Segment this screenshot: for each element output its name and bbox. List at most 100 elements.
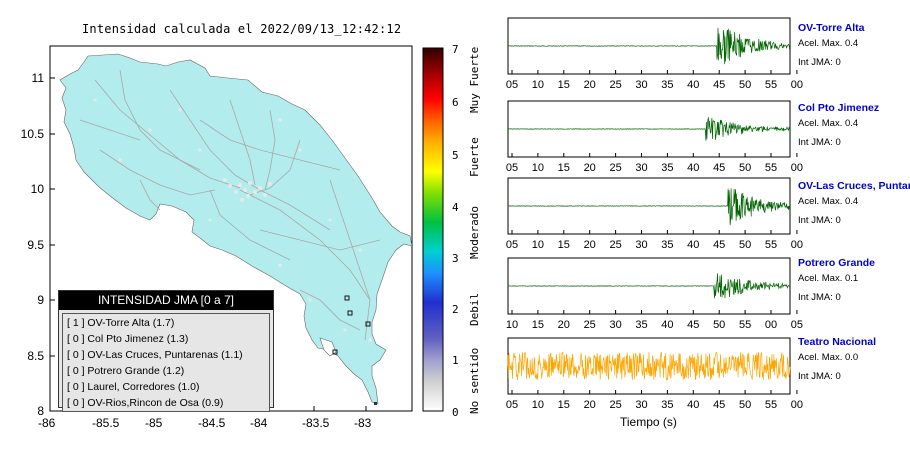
- trace-tick-label: 55: [765, 162, 777, 174]
- station-panel: Potrero Grande Acel. Max. 0.1 Int JMA: 0: [798, 257, 875, 307]
- trace-tick-label: 35: [661, 79, 673, 91]
- trace-tick-label: 30: [609, 319, 621, 331]
- trace-tick-label: 10: [532, 162, 544, 174]
- trace-tick-label: 30: [635, 239, 647, 251]
- legend-item: [ 0 ] Col Pto Jimenez (1.3): [67, 333, 189, 345]
- trace-tick-label: 00: [791, 79, 803, 91]
- trace-tick-label: 50: [739, 79, 751, 91]
- trace-tick-label: 40: [661, 319, 673, 331]
- map-x-tick-label: -85: [145, 416, 163, 430]
- trace-tick-label: 35: [661, 239, 673, 251]
- time-axis-label: Tiempo (s): [620, 415, 677, 429]
- colorbar-number: 5: [452, 149, 459, 162]
- legend-title: INTENSIDAD JMA [0 a 7]: [59, 291, 273, 310]
- trace-tick-label: 45: [713, 79, 725, 91]
- trace-tick-label: 35: [661, 162, 673, 174]
- trace-tick-label: 15: [532, 319, 544, 331]
- trace-tick-label: 55: [765, 399, 777, 411]
- trace-tick-label: 50: [739, 239, 751, 251]
- colorbar-label-fuerte: Fuerte: [468, 137, 481, 177]
- seismogram-trace: [507, 351, 791, 381]
- colorbar-number: 2: [452, 303, 459, 316]
- trace-tick-label: 30: [635, 399, 647, 411]
- legend-item: [ 1 ] OV-Torre Alta (1.7): [67, 317, 175, 329]
- trace-tick-label: 20: [584, 239, 596, 251]
- station-name: Col Pto Jimenez: [798, 102, 880, 114]
- station-acel: Acel. Max. 0.0: [798, 352, 859, 363]
- map-x-tick-label: -84.5: [198, 416, 226, 430]
- trace-tick-label: 10: [532, 399, 544, 411]
- station-name: Potrero Grande: [798, 257, 876, 269]
- map-y-tick-label: 11: [31, 71, 44, 85]
- map-x-tick-label: -83: [354, 416, 372, 430]
- trace-tick-label: 00: [791, 162, 803, 174]
- trace-tick-label: 20: [584, 162, 596, 174]
- map-y-tick-label: 9.5: [27, 238, 44, 252]
- colorbar-number: 7: [452, 43, 459, 56]
- map-x-tick-label: -85.5: [92, 416, 120, 430]
- seismogram-trace: [507, 188, 791, 226]
- station-panel: OV-Las Cruces, Puntar Acel. Max. 0.4 Int…: [798, 180, 910, 230]
- station-name: OV-Torre Alta: [798, 22, 865, 34]
- station-panel: OV-Torre Alta Acel. Max. 0.4 Int JMA: 0: [798, 22, 865, 72]
- trace-tick-label: 10: [532, 239, 544, 251]
- trace-tick-label: 05: [506, 162, 518, 174]
- colorbar-number: 3: [452, 252, 459, 265]
- legend-item: [ 0 ] Potrero Grande (1.2): [67, 365, 185, 377]
- colorbar-number: 1: [452, 354, 459, 367]
- intensity-legend: INTENSIDAD JMA [0 a 7] [ 1 ] OV-Torre Al…: [58, 290, 274, 412]
- map-y-tick-label: 9: [37, 293, 44, 307]
- trace-tick-label: 25: [609, 399, 621, 411]
- trace-tick-label: 15: [558, 162, 570, 174]
- map-x-tick-label: -86: [38, 416, 56, 430]
- map-x-tick-label: -84: [250, 416, 268, 430]
- trace-tick-label: 10: [506, 319, 518, 331]
- trace-tick-label: 10: [532, 79, 544, 91]
- colorbar-number: 6: [452, 96, 459, 109]
- map-x-tick-label: -83.5: [302, 416, 330, 430]
- station-acel: Acel. Max. 0.1: [798, 273, 859, 284]
- costa-rica-land: [59, 53, 412, 405]
- trace-tick-label: 45: [687, 319, 699, 331]
- colorbar-label-moderado: Moderado: [468, 206, 481, 259]
- trace-tick-label: 00: [791, 239, 803, 251]
- station-acel: Acel. Max. 0.4: [798, 118, 859, 129]
- trace-tick-label: 40: [687, 239, 699, 251]
- trace-tick-label: 40: [687, 399, 699, 411]
- trace-tick-label: 00: [765, 319, 777, 331]
- station-int: Int JMA: 0: [798, 292, 841, 303]
- colorbar-number: 0: [452, 406, 459, 419]
- trace-tick-label: 05: [506, 239, 518, 251]
- intensity-colorbar: [422, 47, 444, 412]
- station-int: Int JMA: 0: [798, 57, 841, 68]
- map-y-tick-label: 10: [30, 182, 44, 196]
- trace-tick-label: 45: [713, 399, 725, 411]
- colorbar-number: 4: [452, 201, 459, 214]
- seismogram-trace: [508, 27, 791, 65]
- map-title: Intensidad calculada el 2022/09/13_12:42…: [82, 22, 402, 36]
- map-y-tick-label: 10.5: [20, 127, 44, 141]
- station-panel: Teatro Nacional Acel. Max. 0.0 Int JMA: …: [798, 336, 876, 386]
- trace-tick-label: 20: [558, 319, 570, 331]
- station-acel: Acel. Max. 0.4: [798, 196, 859, 207]
- station-int: Int JMA: 0: [798, 371, 841, 382]
- trace-tick-label: 15: [558, 79, 570, 91]
- trace-tick-label: 25: [609, 79, 621, 91]
- station-name: OV-Las Cruces, Puntar: [798, 180, 910, 192]
- trace-tick-label: 45: [713, 239, 725, 251]
- trace-tick-label: 15: [558, 399, 570, 411]
- trace-tick-label: 40: [687, 79, 699, 91]
- map-y-tick-label: 8.5: [27, 349, 44, 363]
- trace-tick-label: 35: [661, 399, 673, 411]
- trace-tick-label: 05: [791, 319, 803, 331]
- legend-item: [ 0 ] Laurel, Corredores (1.0): [67, 381, 200, 393]
- seismogram-trace: [507, 117, 791, 141]
- station-int: Int JMA: 0: [798, 137, 841, 148]
- trace-tick-label: 25: [584, 319, 596, 331]
- legend-list: [ 1 ] OV-Torre Alta (1.7) [ 0 ] Col Pto …: [62, 313, 270, 412]
- legend-item: [ 0 ] OV-Rios,Rincon de Osa (0.9): [67, 397, 224, 409]
- seismogram-trace: [507, 273, 791, 299]
- trace-tick-label: 25: [609, 162, 621, 174]
- station-int: Int JMA: 0: [798, 215, 841, 226]
